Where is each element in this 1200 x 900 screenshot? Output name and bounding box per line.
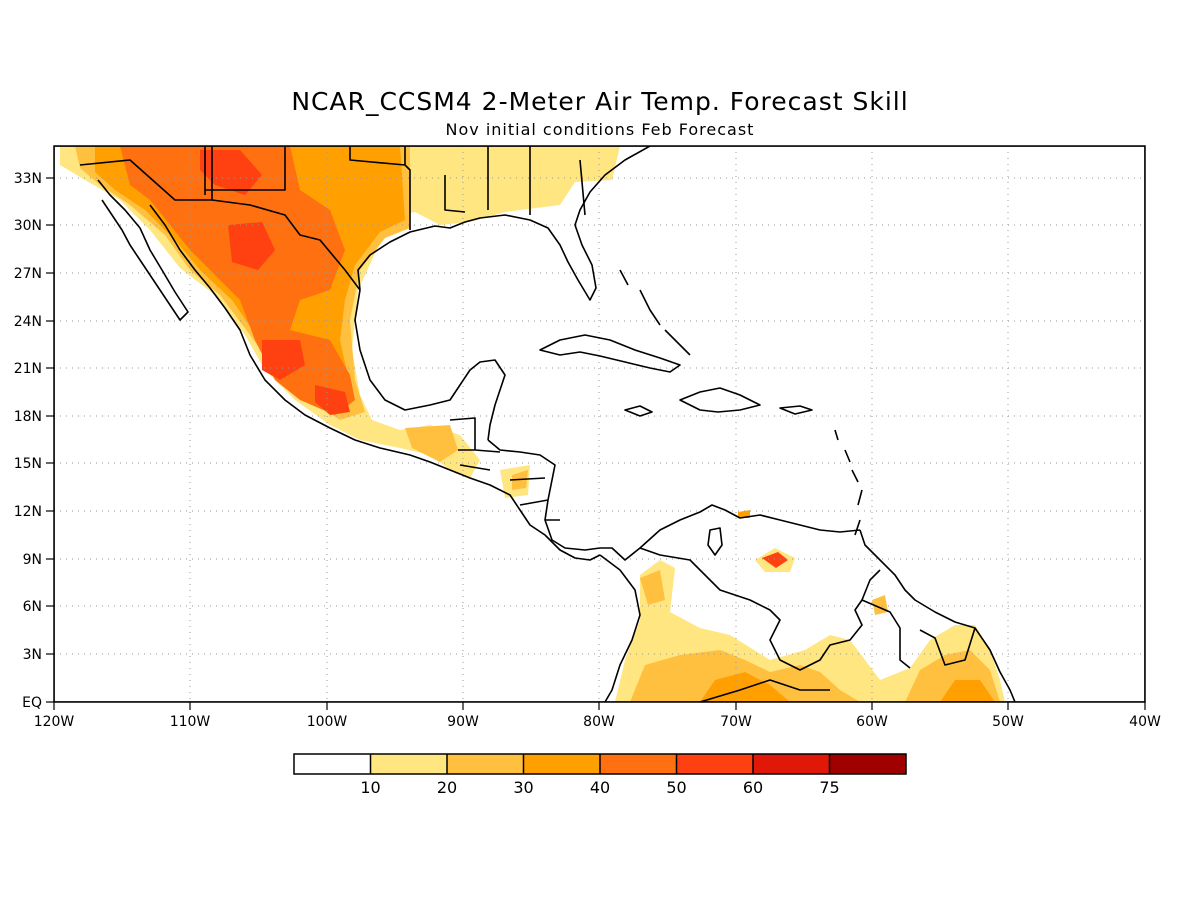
lat-tick-label: 24N [14,314,42,330]
coast-south-america [599,529,1016,702]
border-us-states [204,146,586,230]
chart-subtitle: Nov initial conditions Feb Forecast [446,120,755,139]
lon-tick-label: 90W [447,714,479,730]
skill-region-south-america-high [700,672,995,702]
lat-tick-label: 12N [14,504,42,520]
skill-region-colombia [640,570,665,605]
lat-tick-label: 9N [23,552,42,568]
coast-central-america-caribbean [487,439,861,561]
lon-tick-label: 100W [307,714,348,730]
colorbar-swatch [294,754,371,774]
lat-tick-label: 6N [23,599,42,615]
skill-region-guatemala [405,425,458,462]
colorbar-swatch [829,754,906,774]
skill-shading [60,146,1005,702]
colorbar-swatch [447,754,524,774]
lon-tick-label: 120W [34,714,75,730]
colorbar-label: 50 [666,778,686,797]
lon-tick-label: 40W [1129,714,1161,730]
colorbar: 10 20 30 40 50 60 75 [293,753,907,797]
lon-tick-label: 70W [720,714,752,730]
colorbar-label: 40 [590,778,610,797]
colorbar-swatch [370,754,447,774]
coast-mexico-mainland [149,204,601,561]
coast-bahamas [619,269,691,356]
map-plot-area [54,146,1145,702]
coast-mexico-gulf [354,289,506,441]
skill-region-venezuela-high [762,552,788,568]
coast-mexico-pacific [97,179,189,321]
colorbar-label: 10 [360,778,380,797]
lat-tick-label: 30N [14,218,42,234]
lat-tick-label: 21N [14,361,42,377]
lon-tick-label: 50W [992,714,1024,730]
lat-tick-label: 18N [14,409,42,425]
skill-region-peak-1 [200,150,262,195]
border-south-america [639,547,976,702]
coast-us-gulf [357,146,651,301]
colorbar-swatch [753,754,830,774]
lon-tick-label: 60W [856,714,888,730]
lat-tick-labels: EQ 3N 6N 9N 12N 15N 18N 21N 24N 27N 30N … [14,171,42,711]
coast-maracaibo [707,527,723,556]
chart-title: NCAR_CCSM4 2-Meter Air Temp. Forecast Sk… [291,87,908,116]
lat-tick-label: 15N [14,456,42,472]
skill-region-small-1 [738,510,750,518]
lat-tick-label: 27N [14,266,42,282]
border-us-mexico [79,146,361,291]
skill-region-peak-3 [262,340,305,380]
lat-tick-label: EQ [22,695,42,711]
axis-ticks [46,177,1146,710]
coast-cuba [539,334,681,373]
colorbar-swatch [523,754,600,774]
coast-lesser-antilles [834,429,863,536]
coast-hispaniola [679,387,761,413]
coast-puerto-rico [779,405,813,415]
coastlines [79,146,1016,702]
colorbar-swatch [600,754,677,774]
lon-tick-label: 80W [583,714,615,730]
skill-region-peak-2 [228,222,275,270]
lon-tick-label: 110W [170,714,211,730]
lon-tick-labels: 120W 110W 100W 90W 80W 70W 60W 50W 40W [34,714,1161,730]
colorbar-swatch [676,754,753,774]
lat-tick-label: 33N [14,171,42,187]
border-central-america [449,417,560,521]
colorbar-label: 20 [437,778,457,797]
lat-tick-label: 3N [23,647,42,663]
colorbar-label: 75 [819,778,839,797]
coast-jamaica [624,405,653,417]
colorbar-label: 30 [513,778,533,797]
skill-region-peak-4 [315,385,350,415]
colorbar-label: 60 [743,778,763,797]
